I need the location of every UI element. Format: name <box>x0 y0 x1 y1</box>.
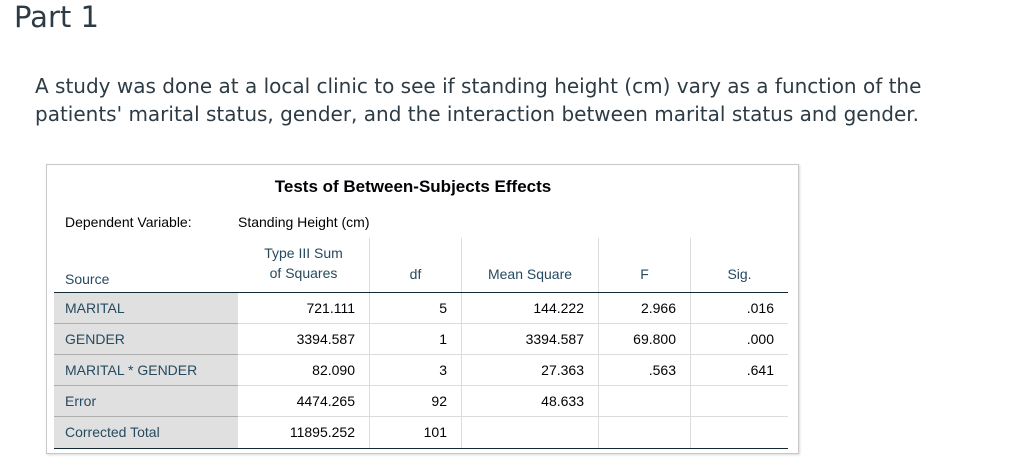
row-source: Corrected Total <box>54 417 238 448</box>
cell-ss: 11895.252 <box>289 424 355 440</box>
cell-ms: 27.363 <box>461 355 598 386</box>
cell-sig <box>690 386 788 417</box>
dependent-variable: Dependent Variable: Standing Height (cm) <box>65 214 370 230</box>
cell-ss: 3394.587 <box>238 324 369 355</box>
dependent-variable-value: Standing Height (cm) <box>238 214 370 230</box>
header-f: F <box>598 238 690 292</box>
table-title: Tests of Between-Subjects Effects <box>274 177 552 196</box>
cell-f <box>598 386 690 417</box>
cell-f: 2.966 <box>598 293 690 324</box>
cell-f <box>598 417 690 448</box>
header-sig: Sig. <box>690 238 788 292</box>
cell-ms: 3394.587 <box>461 324 598 355</box>
cell-df: 1 <box>369 324 461 355</box>
header-sum-of-squares: Type III Sum of Squares <box>238 238 369 292</box>
cell-ss: 4474.265 <box>238 386 369 417</box>
dependent-variable-label: Dependent Variable: <box>65 214 192 230</box>
cell-f: .563 <box>598 355 690 386</box>
cell-ss: 82.090 <box>238 355 369 386</box>
cell-ms: 144.222 <box>461 293 598 324</box>
header-mean-square: Mean Square <box>461 238 598 292</box>
cell-f: 69.800 <box>598 324 690 355</box>
cell-sig: .641 <box>690 355 788 386</box>
row-source: Error <box>54 386 238 417</box>
header-ss-line1: Type III Sum <box>264 245 343 261</box>
row-source: GENDER <box>54 324 238 355</box>
row-source: MARITAL <box>54 293 238 324</box>
question-text: A study was done at a local clinic to se… <box>35 74 922 126</box>
cell-df: 101 <box>369 417 461 448</box>
header-source: Source <box>65 271 110 287</box>
header-ss-line2: of Squares <box>269 265 338 281</box>
cell-ms <box>461 417 598 448</box>
anova-table: Tests of Between-Subjects Effects Depend… <box>46 164 799 454</box>
header-df: df <box>369 238 461 292</box>
cell-ss: 721.111 <box>238 293 369 324</box>
cell-sig <box>690 417 788 448</box>
cell-ms: 48.633 <box>461 386 598 417</box>
header-rule <box>54 292 788 293</box>
row-source: MARITAL * GENDER <box>54 355 238 386</box>
cell-sig: .016 <box>690 293 788 324</box>
cell-sig: .000 <box>690 324 788 355</box>
cell-df: 3 <box>369 355 461 386</box>
cell-df: 92 <box>369 386 461 417</box>
part-title: Part 1 <box>14 0 99 34</box>
bottom-rule <box>54 448 788 449</box>
cell-df: 5 <box>369 293 461 324</box>
